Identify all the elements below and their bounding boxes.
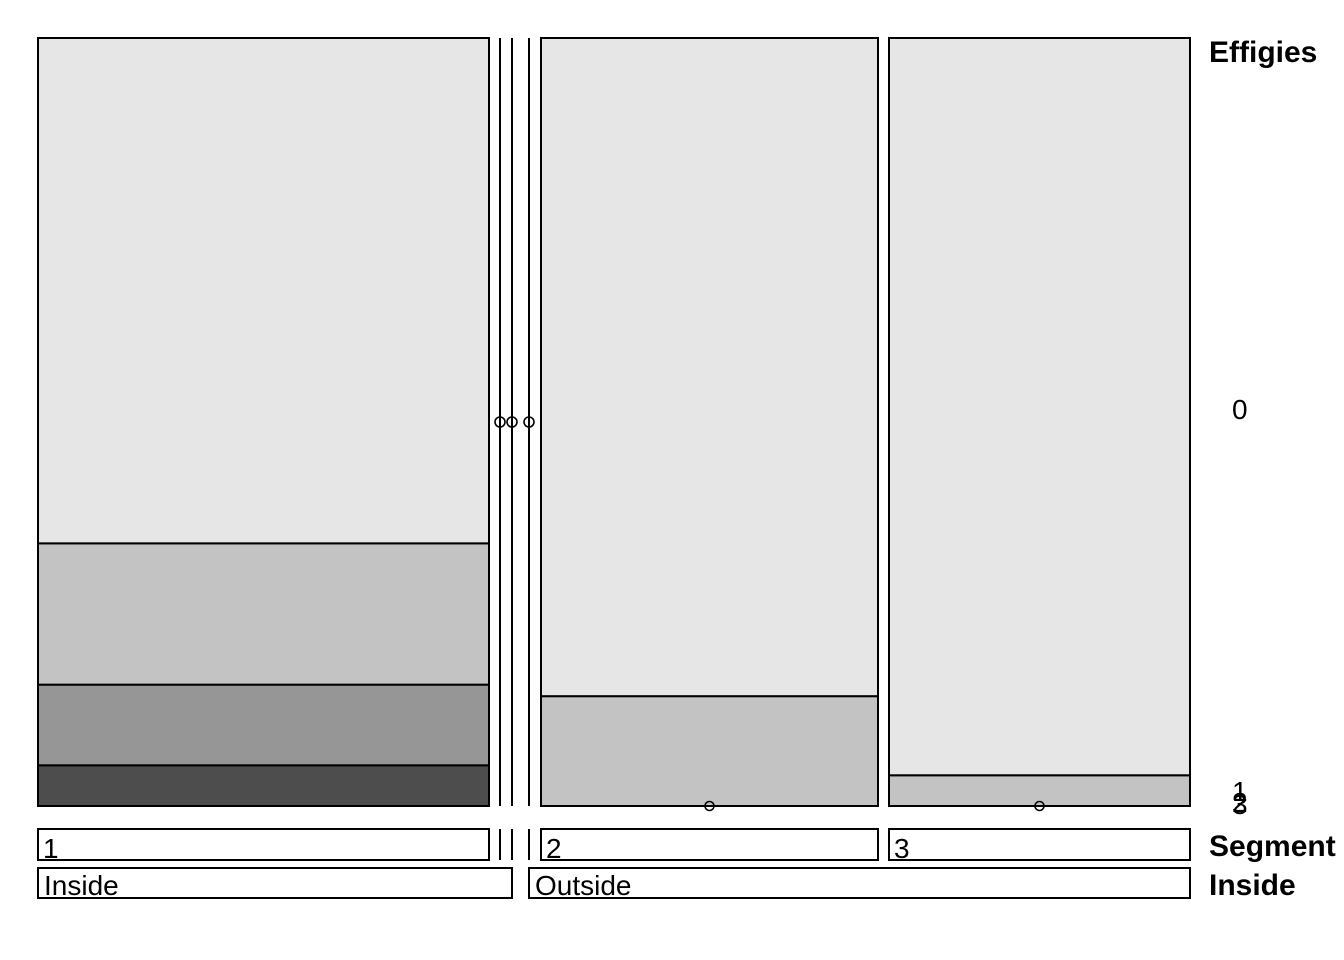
empty-cell-marks <box>494 416 1045 812</box>
effigies-level-label-3: 3 <box>1232 789 1248 820</box>
mosaic-column-inside-segment-1 <box>37 37 490 808</box>
effigies-level-label-0: 0 <box>1232 394 1248 425</box>
inside-variable-label: Inside <box>1209 869 1296 902</box>
segment-strip-label: 2 <box>546 833 562 864</box>
mosaic-cell-effigies-0 <box>888 37 1191 777</box>
effigies-level-label-2: 2 <box>1232 787 1248 818</box>
segment-strip-tile <box>37 828 490 861</box>
empty-cell-marker <box>1034 800 1045 812</box>
response-variable-label: Effigies <box>1209 36 1317 69</box>
segment-strip: 1 2 3 <box>37 828 1191 864</box>
mosaic-cell-effigies-1 <box>540 695 879 808</box>
empty-cell-marker <box>506 416 518 428</box>
empty-cell-marker <box>523 416 535 428</box>
segment-variable-label: Segment <box>1209 830 1336 863</box>
inside-strip-label: Inside <box>44 870 119 901</box>
effigies-level-label-1: 1 <box>1232 776 1248 807</box>
mosaic-cells <box>37 37 1191 808</box>
mosaic-column-outside-segment-2 <box>540 37 879 808</box>
mosaic-column-outside-segment-3 <box>888 37 1191 808</box>
mosaic-cell-effigies-0 <box>37 37 490 545</box>
segment-strip-tile <box>888 828 1191 861</box>
mosaic-cell-effigies-2 <box>37 683 490 767</box>
segment-strip-tile <box>540 828 879 861</box>
mosaic-cell-effigies-1 <box>37 542 490 686</box>
segment-strip-label: 3 <box>894 833 910 864</box>
inside-strip: Inside Outside <box>37 867 1191 901</box>
effigies-level-labels: 0 123 <box>1232 394 1248 820</box>
empty-cell-marker <box>704 800 715 812</box>
mosaic-cell-effigies-3 <box>37 764 490 808</box>
inside-strip-tile <box>528 867 1191 899</box>
inside-strip-label: Outside <box>535 870 632 901</box>
inside-strip-tile <box>37 867 513 899</box>
mosaic-cell-effigies-0 <box>540 37 879 698</box>
empty-cell-marker <box>494 416 506 428</box>
segment-strip-label: 1 <box>43 833 59 864</box>
